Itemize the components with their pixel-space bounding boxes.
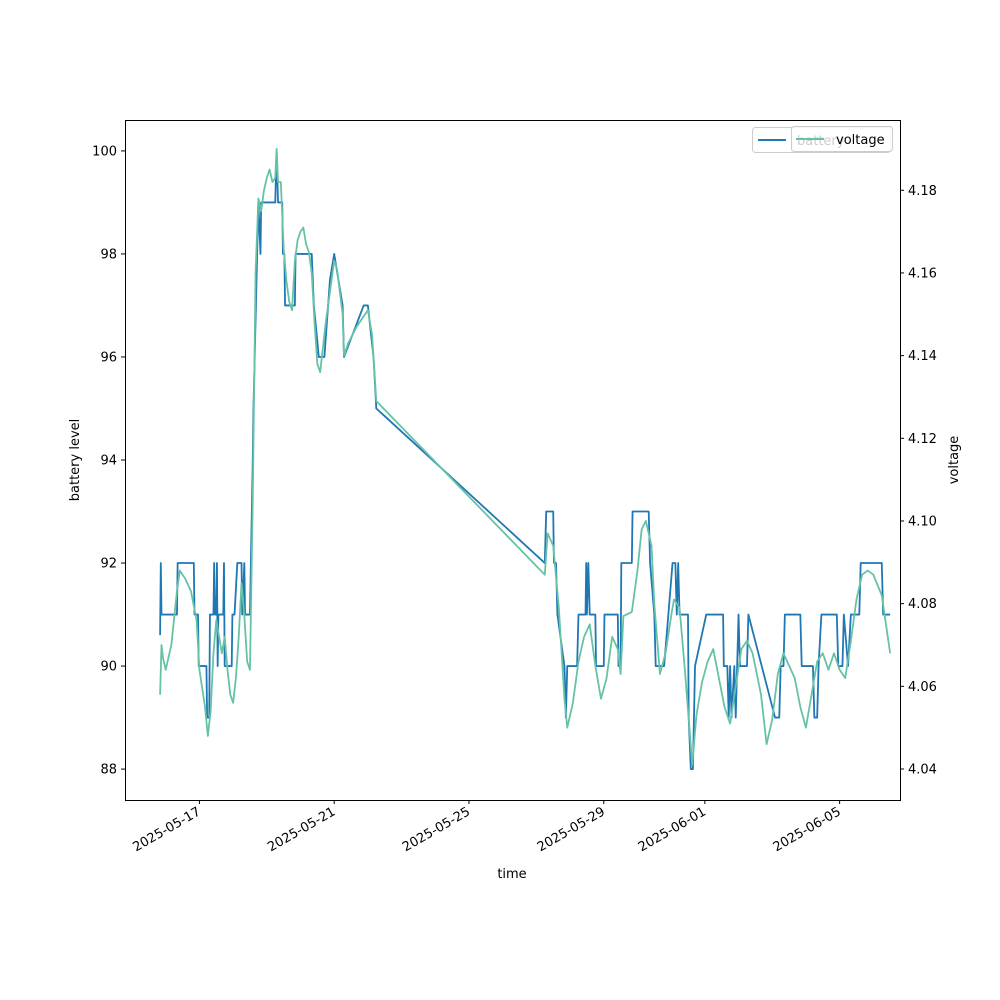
y-right-tick-label: 4.16 bbox=[908, 266, 937, 281]
series-layer bbox=[159, 148, 892, 770]
y-left-tick-label: 100 bbox=[92, 144, 117, 159]
y-left-tick-label: 98 bbox=[100, 247, 117, 262]
legend-voltage: voltage bbox=[791, 126, 893, 152]
legend-voltage-label: voltage bbox=[836, 133, 885, 148]
axes-frame bbox=[125, 120, 901, 801]
y-right-tick-label: 4.18 bbox=[908, 184, 937, 199]
y-right-tick-label: 4.14 bbox=[908, 349, 937, 364]
y-left-tick-label: 88 bbox=[100, 763, 117, 778]
y-axis-right: 4.04 4.06 4.08 4.10 4.12 4.14 4.16 4.18 bbox=[900, 184, 937, 777]
series-line-voltage bbox=[159, 148, 892, 766]
plot-area bbox=[159, 148, 892, 770]
y-left-tick-label: 94 bbox=[100, 454, 117, 469]
y-axis-left: 88 90 92 94 96 98 100 bbox=[92, 144, 125, 778]
legend-voltage-frame bbox=[791, 126, 893, 152]
y-left-tick-label: 90 bbox=[100, 660, 117, 675]
y-axis-left-label: battery level bbox=[68, 419, 83, 502]
y-right-tick-label: 4.08 bbox=[908, 597, 937, 612]
y-axis-right-label: voltage bbox=[947, 436, 962, 485]
y-left-tick-label: 96 bbox=[100, 350, 117, 365]
x-axis-label: time bbox=[497, 867, 526, 882]
y-right-tick-label: 4.04 bbox=[908, 762, 937, 777]
y-right-tick-label: 4.12 bbox=[908, 432, 937, 447]
y-right-tick-label: 4.06 bbox=[908, 680, 937, 695]
y-left-tick-label: 92 bbox=[100, 557, 117, 572]
y-right-tick-label: 4.10 bbox=[908, 514, 937, 529]
